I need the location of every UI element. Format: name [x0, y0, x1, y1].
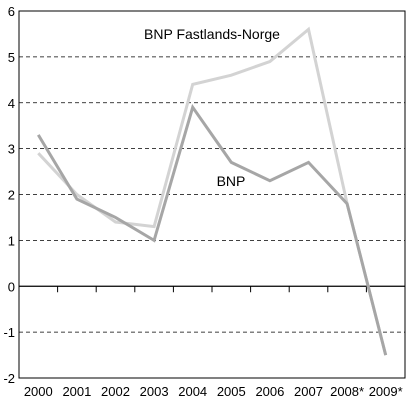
- y-tick-label: 3: [8, 142, 15, 157]
- labels: 6 5 4 3 2 1 0 -1 -2 2000 2001 2002 2003 2004 2005 2006 2…: [3, 4, 402, 399]
- axes: [18, 285, 405, 293]
- x-tick-label: 2000: [24, 384, 53, 399]
- x-tick-label: 2002: [101, 384, 130, 399]
- x-tick-label: 2006: [255, 384, 284, 399]
- x-tick-label: 2004: [178, 384, 207, 399]
- y-tick-label: 4: [8, 96, 15, 111]
- x-tick-label: 2005: [217, 384, 246, 399]
- x-tick-label: 2003: [140, 384, 169, 399]
- series-lines: [37, 26, 388, 356]
- y-tick-label: -1: [3, 325, 15, 340]
- gridlines: [19, 56, 405, 333]
- x-tick-label: 2001: [62, 384, 91, 399]
- y-tick-label: 1: [8, 233, 15, 248]
- y-tick-label: -2: [3, 371, 15, 386]
- series-label: BNP Fastlands-Norge: [144, 26, 280, 42]
- x-tick-label: 2007: [294, 384, 323, 399]
- series-line: [37, 103, 388, 356]
- x-tick-label: 2008*: [330, 384, 364, 399]
- y-tick-label: 5: [8, 50, 15, 65]
- y-tick-label: 0: [8, 279, 15, 294]
- y-tick-label: 6: [8, 4, 15, 19]
- y-tick-label: 2: [8, 188, 15, 203]
- x-tick-label: 2009*: [369, 384, 403, 399]
- series-label: BNP: [217, 173, 246, 189]
